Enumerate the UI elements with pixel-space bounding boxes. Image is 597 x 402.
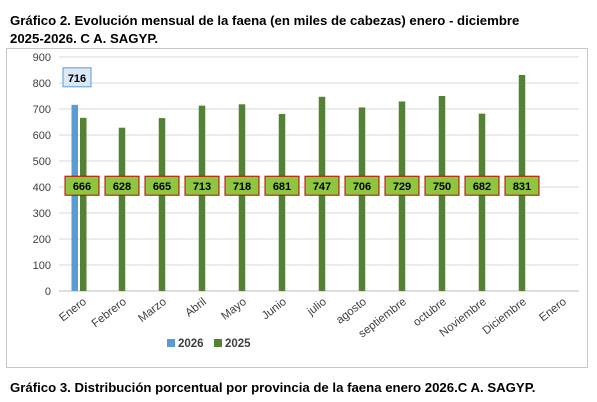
data-label-2025-box <box>64 175 100 196</box>
y-tick-label: 600 <box>33 130 51 142</box>
data-label-2025-box <box>184 175 220 196</box>
data-label-2026-box <box>62 67 92 88</box>
data-label-2025-box <box>224 175 260 196</box>
x-tick-label: agosto <box>334 296 369 327</box>
data-label-2025: 665 <box>153 181 171 193</box>
data-label-2025-box <box>104 175 140 196</box>
data-label-2025-box <box>264 175 300 196</box>
bar-2025 <box>118 127 126 291</box>
data-label-2025-box <box>424 175 460 196</box>
chart-title: Gráfico 2. Evolución mensual de la faena… <box>10 12 590 48</box>
data-label-2025: 681 <box>273 181 291 193</box>
data-label-2025: 713 <box>193 181 211 193</box>
data-label-2025: 729 <box>393 181 411 193</box>
data-label-2025-box <box>144 175 180 196</box>
legend-label-2026: 2026 <box>178 338 204 350</box>
x-tick-label: Enero <box>537 296 569 324</box>
x-tick-label: Febrero <box>90 296 129 330</box>
chart-title-line2: 2025-2026. C A. SAGYP. <box>10 31 159 46</box>
bar-2025 <box>238 104 246 291</box>
bar-2025 <box>198 105 206 291</box>
bar-2025 <box>158 118 166 291</box>
x-tick-label: Junio <box>260 296 289 322</box>
data-label-2025-box <box>304 175 340 196</box>
data-label-2025: 718 <box>233 181 251 193</box>
bar-2025 <box>398 101 406 292</box>
y-tick-label: 200 <box>33 234 51 246</box>
data-label-2025: 831 <box>513 181 531 193</box>
chart-title-line1: Gráfico 2. Evolución mensual de la faena… <box>10 13 520 28</box>
data-label-2025-box <box>504 175 540 196</box>
x-tick-label: Marzo <box>136 296 169 325</box>
data-label-2025: 628 <box>113 181 131 193</box>
y-tick-label: 400 <box>33 182 51 194</box>
bar-chart: 0 100 200 300 400 500 600 700 800 900 666 716 Enero 6… <box>33 52 579 350</box>
bar-2025 <box>358 107 366 291</box>
y-tick-label: 100 <box>33 260 51 272</box>
x-tick-label: Mayo <box>219 296 249 323</box>
data-label-2025-box <box>384 175 420 196</box>
y-tick-label: 800 <box>33 78 51 90</box>
y-tick-label: 700 <box>33 104 51 116</box>
data-label-2025-box <box>344 175 380 196</box>
bar-2025 <box>278 113 286 291</box>
x-tick-label: octubre <box>411 296 449 329</box>
y-tick-label: 900 <box>33 52 51 64</box>
data-label-2025: 750 <box>433 181 451 193</box>
data-label-2025: 747 <box>313 181 331 193</box>
data-label-2025: 706 <box>353 181 371 193</box>
data-label-2026: 716 <box>68 73 86 85</box>
y-tick-label: 0 <box>45 286 51 298</box>
x-tick-label: Enero <box>57 296 89 324</box>
legend-swatch-2025 <box>214 339 222 347</box>
y-tick-label: 500 <box>33 156 51 168</box>
next-chart-caption: Gráfico 3. Distribución porcentual por p… <box>10 380 536 395</box>
x-tick-label: julio <box>305 296 329 319</box>
y-tick-label: 300 <box>33 208 51 220</box>
legend-swatch-2026 <box>167 339 175 347</box>
data-label-2025: 666 <box>73 181 91 193</box>
bar-2025 <box>80 117 87 291</box>
bar-2025 <box>478 113 486 292</box>
x-tick-label: Abril <box>183 296 209 320</box>
x-tick-label: Diciembre <box>481 296 529 337</box>
chart-container: 0 100 200 300 400 500 600 700 800 900 666 716 Enero 6… <box>6 48 588 368</box>
data-label-2025: 682 <box>473 181 491 193</box>
bar-2026 <box>71 104 78 291</box>
data-label-2025-box <box>464 175 500 196</box>
legend-label-2025: 2025 <box>225 338 251 350</box>
